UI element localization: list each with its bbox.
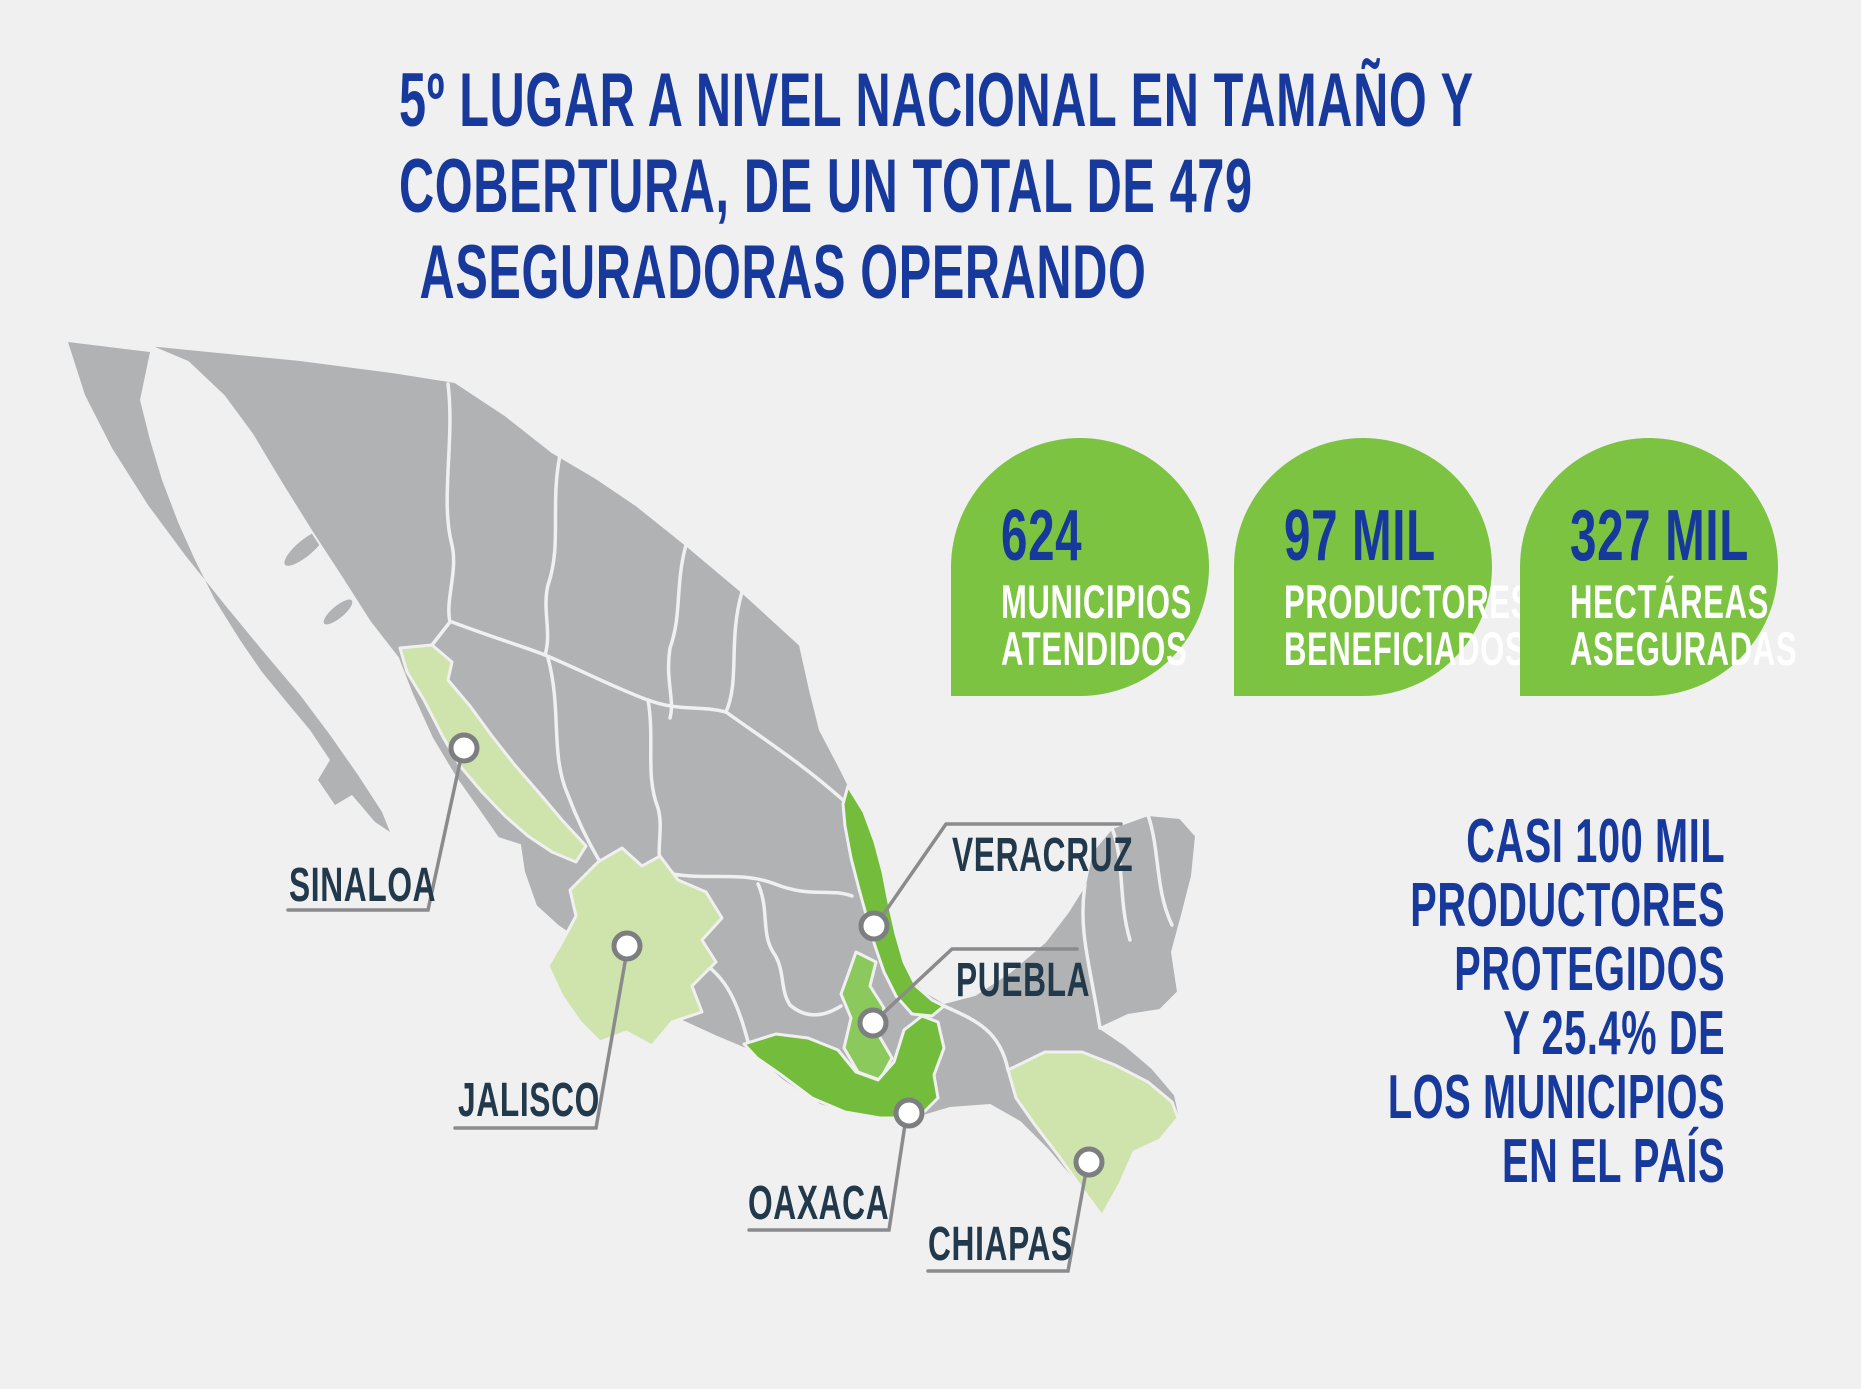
stat-badge-municipios: 624 MUNICIPIOS ATENDIDOS	[951, 438, 1209, 696]
leader-chiapas	[926, 1164, 1089, 1273]
state-chiapas	[1006, 1050, 1180, 1218]
title-line-3: ASEGURADORAS OPERANDO	[419, 230, 1147, 315]
state-oaxaca	[742, 1014, 946, 1120]
stat-label: MUNICIPIOS	[1001, 575, 1193, 628]
marker-puebla	[857, 1007, 889, 1039]
side-note-line: CASI 100 MIL	[1465, 807, 1725, 876]
map-label-puebla: PUEBLA	[956, 954, 1091, 1007]
map-label-oaxaca: OAXACA	[748, 1177, 890, 1230]
baja-california-peninsula	[68, 342, 390, 832]
marker-oaxaca	[893, 1097, 925, 1129]
leader-jalisco	[453, 949, 629, 1130]
marker-jalisco	[611, 930, 643, 962]
stat-value: 97 MIL	[1284, 496, 1436, 576]
leader-lines	[286, 751, 1123, 1273]
side-note-line: LOS MUNICIPIOS	[1387, 1063, 1725, 1132]
state-markers	[448, 732, 1105, 1178]
side-note-line: PRODUCTORES	[1410, 871, 1725, 940]
stat-badge-productores: 97 MIL PRODUCTORES BENEFICIADOS	[1234, 438, 1531, 696]
gulf-island	[323, 599, 353, 625]
page-title: 5º LUGAR A NIVEL NACIONAL EN TAMAÑO Y CO…	[399, 58, 1474, 316]
map-label-sinaloa: SINALOA	[289, 859, 437, 912]
state-veracruz	[841, 784, 946, 1018]
title-line-1: 5º LUGAR A NIVEL NACIONAL EN TAMAÑO Y	[399, 58, 1474, 143]
side-note-line: EN EL PAÍS	[1501, 1127, 1725, 1196]
stat-badge-text: 624 MUNICIPIOS ATENDIDOS	[1001, 500, 1192, 672]
map-label-jalisco: JALISCO	[458, 1074, 600, 1127]
leader-puebla	[875, 947, 1079, 1021]
title-line-2: COBERTURA, DE UN TOTAL DE 479	[399, 144, 1253, 229]
stat-label: ASEGURADAS	[1570, 622, 1798, 675]
marker-veracruz	[858, 910, 890, 942]
state-sinaloa	[398, 643, 588, 864]
marker-chiapas	[1073, 1146, 1105, 1178]
side-note: CASI 100 MIL PRODUCTORES PROTEGIDOS Y 25…	[1388, 810, 1725, 1194]
leader-oaxaca	[747, 1116, 908, 1232]
leader-sinaloa	[286, 751, 464, 912]
side-note-line: Y 25.4% DE	[1503, 999, 1725, 1068]
map-label-chiapas: CHIAPAS	[928, 1218, 1073, 1271]
side-note-line: PROTEGIDOS	[1454, 935, 1725, 1004]
leader-veracruz	[876, 822, 1123, 924]
map-label-veracruz: VERACRUZ	[952, 829, 1134, 882]
stat-badge-hectareas: 327 MIL HECTÁREAS ASEGURADAS	[1520, 438, 1797, 696]
gulf-island	[284, 530, 326, 566]
stat-value: 624	[1001, 496, 1083, 576]
stat-value: 327 MIL	[1570, 496, 1749, 576]
stat-label: BENEFICIADOS	[1284, 622, 1527, 675]
marker-sinaloa	[448, 732, 480, 764]
stat-badge-text: 327 MIL HECTÁREAS ASEGURADAS	[1570, 500, 1797, 672]
stat-label: PRODUCTORES	[1284, 575, 1532, 628]
stat-label: ATENDIDOS	[1001, 622, 1188, 675]
stat-badge-text: 97 MIL PRODUCTORES BENEFICIADOS	[1284, 500, 1532, 672]
stat-label: HECTÁREAS	[1570, 575, 1769, 628]
